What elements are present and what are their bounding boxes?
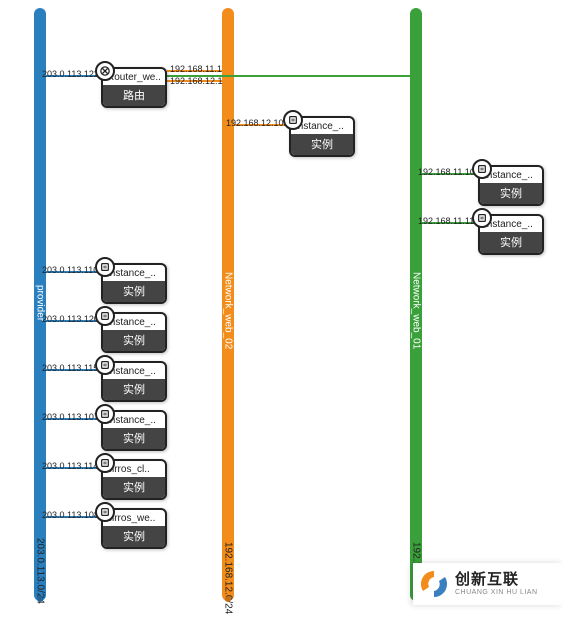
instance-node[interactable]: Instance_..实例 (289, 116, 355, 157)
instance-icon (283, 110, 303, 130)
instance-icon (95, 453, 115, 473)
node-type-label: 实例 (480, 232, 542, 253)
link-ip-label: 203.0.113.110 (42, 265, 98, 275)
instance-node[interactable]: Instance_..实例 (101, 361, 167, 402)
instance-icon (95, 306, 115, 326)
network-cidr: 203.0.113.0/24 (35, 538, 46, 604)
instance-node[interactable]: cirros_we..实例 (101, 508, 167, 549)
instance-node[interactable]: Instance_..实例 (101, 312, 167, 353)
instance-icon (95, 257, 115, 277)
node-type-label: 实例 (103, 330, 165, 351)
link-ip-label: 203.0.113.114 (42, 461, 98, 471)
router-icon (95, 61, 115, 81)
link-ip-label: 203.0.113.115 (42, 363, 98, 373)
node-type-label: 实例 (103, 428, 165, 449)
node-type-label: 实例 (103, 281, 165, 302)
link-ip-label: 192.168.12.1 (170, 76, 223, 86)
link-ip-label: 203.0.113.108 (42, 510, 99, 520)
brand-logomark (419, 569, 449, 599)
link-ip-label: 203.0.113.120 (42, 314, 99, 324)
link-ip-label: 192.168.12.101 (226, 118, 289, 128)
link-ip-label: 203.0.113.122 (42, 69, 99, 79)
brand-name-cn: 创新互联 (455, 572, 538, 587)
instance-node[interactable]: Instance_..实例 (478, 165, 544, 206)
node-type-label: 实例 (103, 477, 165, 498)
network-bar-web01[interactable]: Network_web_01192.1 (410, 8, 422, 601)
router-node[interactable]: Router_we..路由 (101, 67, 167, 108)
instance-node[interactable]: cirros_cl..实例 (101, 459, 167, 500)
instance-node[interactable]: Instance_..实例 (478, 214, 544, 255)
node-type-label: 实例 (291, 134, 353, 155)
network-topology-canvas: provider203.0.113.0/24Network_web_02192.… (0, 0, 563, 620)
brand-name-en: CHUANG XIN HU LIAN (455, 589, 538, 596)
brand-logo: 创新互联 CHUANG XIN HU LIAN (413, 563, 563, 605)
node-type-label: 路由 (103, 85, 165, 106)
instance-icon (95, 502, 115, 522)
network-end-dot (37, 596, 43, 602)
instance-icon (472, 208, 492, 228)
instance-icon (472, 159, 492, 179)
network-cidr: 192.168.12.0/24 (223, 542, 234, 614)
brand-text: 创新互联 CHUANG XIN HU LIAN (455, 572, 538, 596)
instance-node[interactable]: Instance_..实例 (101, 410, 167, 451)
node-type-label: 实例 (480, 183, 542, 204)
link-ip-label: 192.168.11.1 (170, 64, 222, 74)
link-ip-label: 203.0.113.107 (42, 412, 99, 422)
network-end-dot (225, 596, 231, 602)
network-label: Network_web_02 (223, 272, 234, 349)
link-ip-label: 192.168.11.102 (418, 167, 480, 177)
node-type-label: 实例 (103, 379, 165, 400)
network-label: Network_web_01 (411, 272, 422, 349)
link-line (167, 75, 412, 77)
node-type-label: 实例 (103, 526, 165, 547)
link-ip-label: 192.168.11.110 (418, 216, 479, 226)
instance-node[interactable]: Instance_..实例 (101, 263, 167, 304)
instance-icon (95, 355, 115, 375)
network-bar-web02[interactable]: Network_web_02192.168.12.0/24 (222, 8, 234, 601)
instance-icon (95, 404, 115, 424)
